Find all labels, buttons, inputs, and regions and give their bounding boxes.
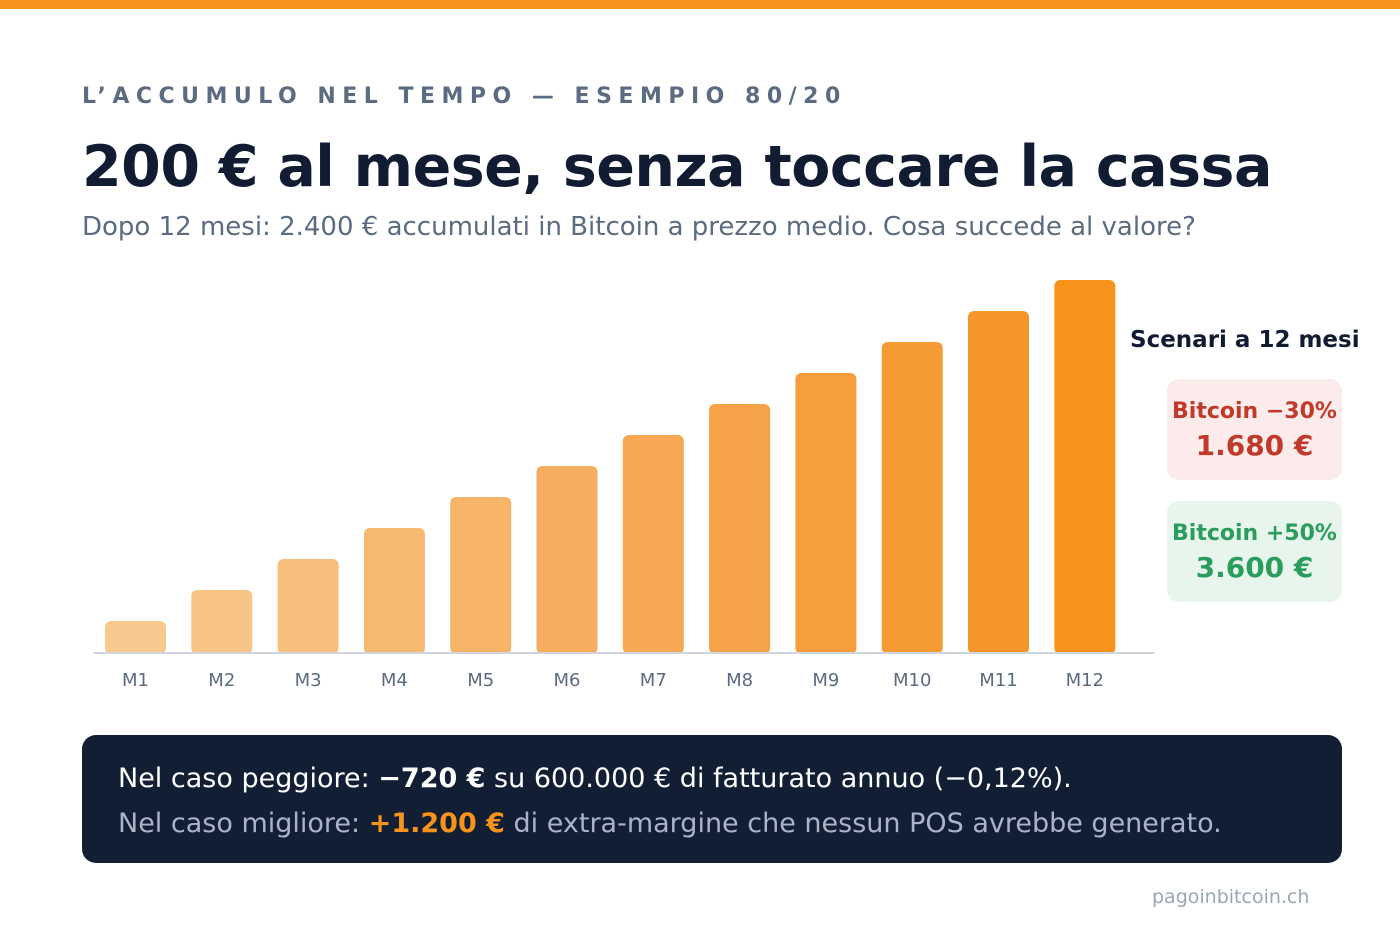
bar-m3 — [277, 559, 339, 654]
best-case-line: Nel caso migliore: +1.200 € di extra-mar… — [118, 808, 1222, 839]
x-tick-label: M3 — [295, 670, 322, 691]
x-tick-label: M1 — [122, 670, 149, 691]
best-case-prefix: Nel caso migliore: — [118, 808, 369, 839]
worst-case-amount: −720 € — [378, 763, 486, 794]
x-tick-label: M6 — [554, 670, 581, 691]
bar-m8 — [709, 404, 771, 654]
x-tick-label: M10 — [893, 670, 931, 691]
bar-m7 — [622, 435, 684, 654]
bar-m1 — [105, 621, 166, 654]
top-accent-bar — [0, 0, 1400, 9]
worst-case-prefix: Nel caso peggiore: — [118, 763, 379, 794]
bar-m11 — [968, 311, 1029, 654]
bar-m5 — [450, 497, 512, 654]
page-subtitle: Dopo 12 mesi: 2.400 € accumulati in Bitc… — [82, 212, 1196, 242]
bar-m10 — [881, 342, 943, 654]
eyebrow-label: L’ACCUMULO NEL TEMPO — ESEMPIO 80/20 — [82, 84, 847, 109]
scenario-positive-label: Bitcoin +50% — [1172, 521, 1337, 546]
bar-m9 — [795, 373, 857, 654]
worst-case-suffix: su 600.000 € di fatturato annuo (−0,12%)… — [485, 763, 1072, 794]
bar-m12 — [1054, 280, 1116, 654]
x-tick-label: M4 — [381, 670, 408, 691]
x-tick-label: M2 — [208, 670, 235, 691]
x-tick-label: M11 — [979, 670, 1017, 691]
scenario-card-positive: Bitcoin +50% 3.600 € — [1167, 501, 1342, 602]
best-case-amount: +1.200 € — [368, 808, 505, 839]
summary-banner: Nel caso peggiore: −720 € su 600.000 € d… — [82, 735, 1342, 863]
scenario-positive-value: 3.600 € — [1195, 551, 1314, 584]
x-tick-label: M7 — [640, 670, 667, 691]
scenario-negative-label: Bitcoin −30% — [1172, 399, 1337, 424]
x-tick-label: M9 — [812, 670, 839, 691]
worst-case-line: Nel caso peggiore: −720 € su 600.000 € d… — [118, 763, 1072, 794]
best-case-suffix: di extra-margine che nessun POS avrebbe … — [504, 808, 1222, 839]
accumulation-bar-chart: M1 M2 M3 M4 M5 M6 M7 M8 M9 M10 M11 M12 — [93, 280, 1155, 691]
footer-site: pagoinbitcoin.ch — [1152, 886, 1310, 908]
bar-m2 — [191, 590, 253, 654]
scenario-card-negative: Bitcoin −30% 1.680 € — [1167, 379, 1342, 480]
page-title: 200 € al mese, senza toccare la cassa — [82, 134, 1272, 200]
scenario-negative-value: 1.680 € — [1195, 429, 1314, 462]
bar-m4 — [363, 528, 425, 654]
x-tick-label: M5 — [467, 670, 494, 691]
x-tick-label: M12 — [1066, 670, 1104, 691]
x-tick-label: M8 — [726, 670, 753, 691]
scenarios-title: Scenari a 12 mesi — [1130, 327, 1360, 353]
bar-m6 — [536, 466, 598, 654]
